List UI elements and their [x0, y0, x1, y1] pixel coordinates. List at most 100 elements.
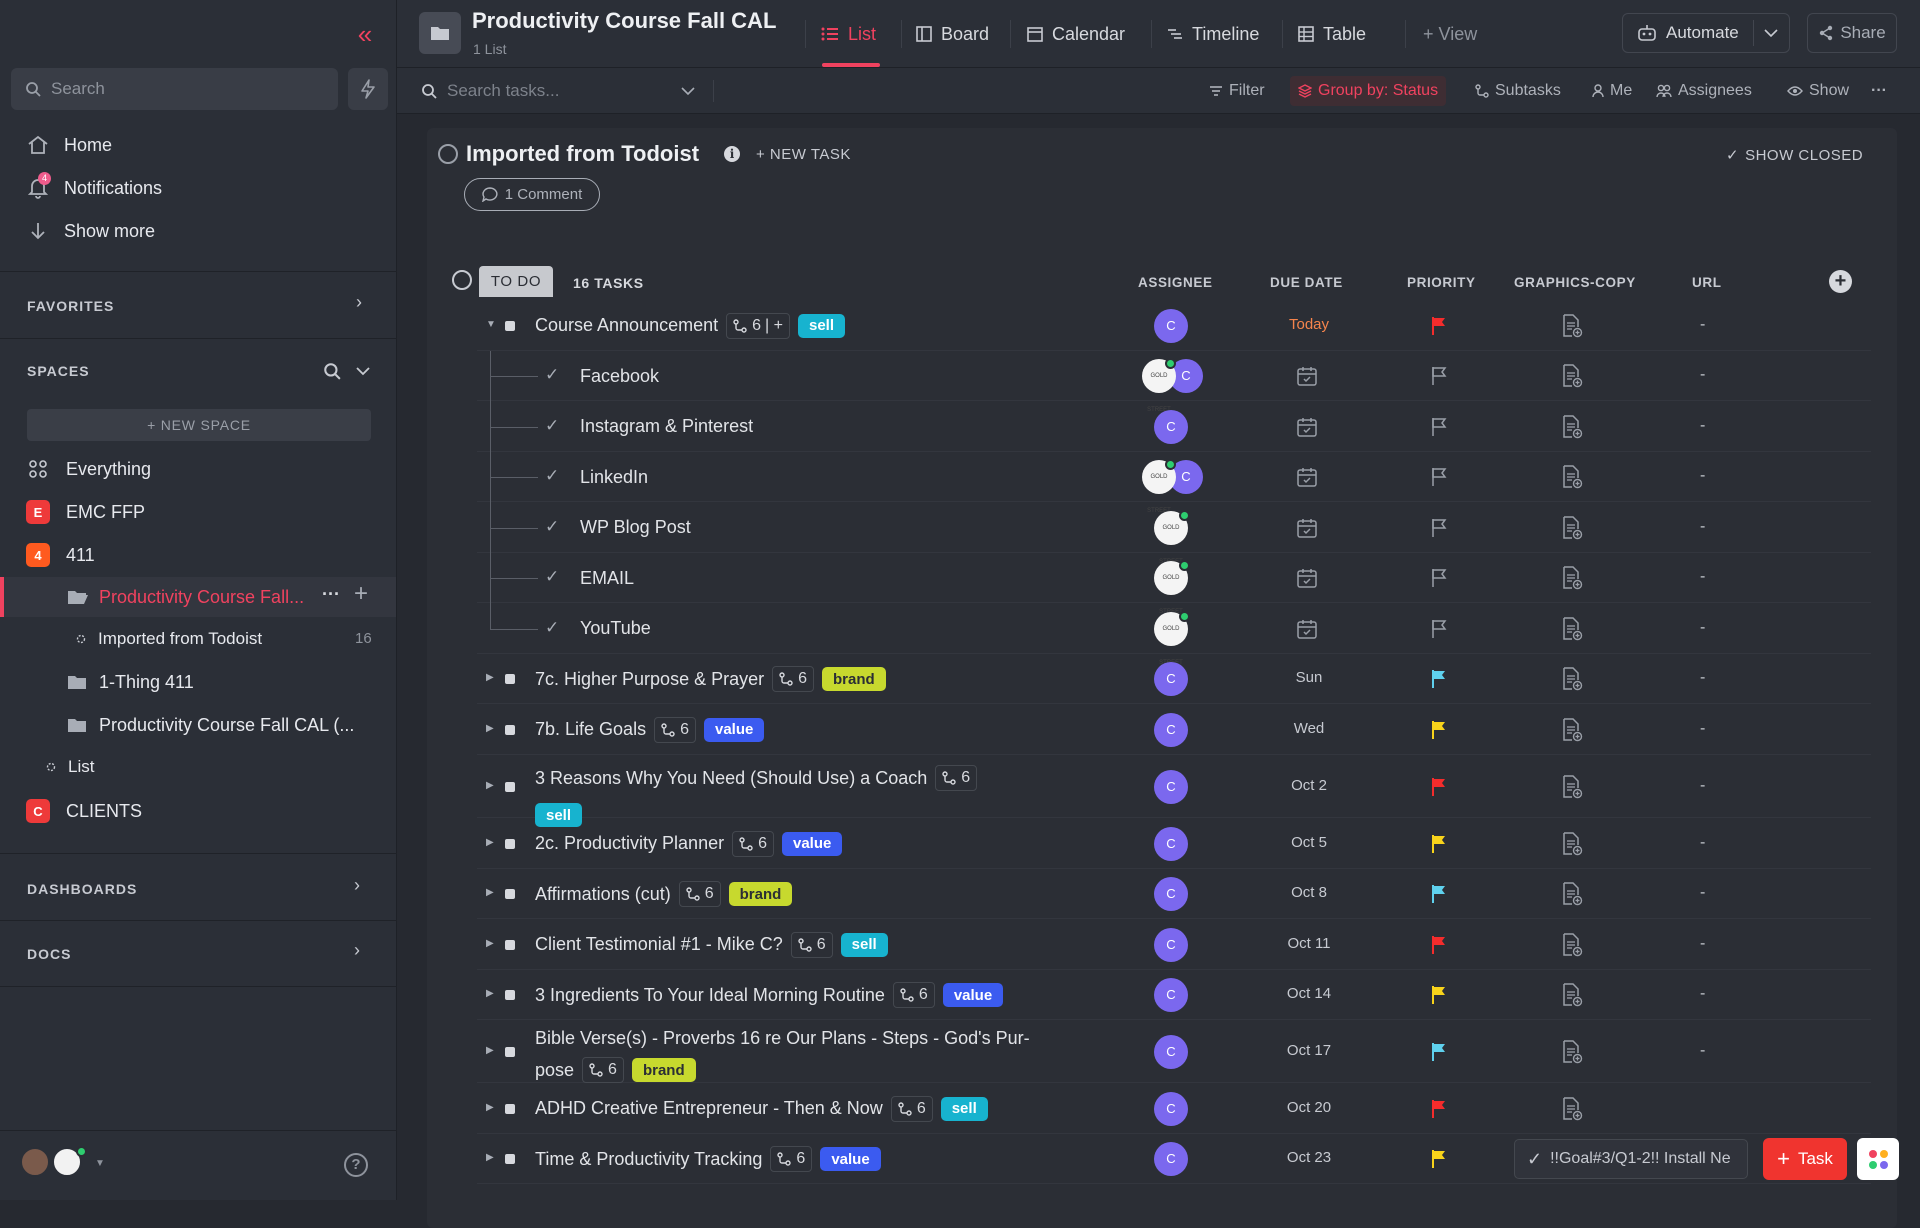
- url-value[interactable]: -: [1700, 776, 1706, 794]
- subtask-count[interactable]: 6: [790, 931, 833, 958]
- collapse-list-icon[interactable]: [438, 144, 458, 164]
- attach-document-icon[interactable]: [1561, 1096, 1583, 1126]
- task-name[interactable]: Instagram & Pinterest: [580, 413, 753, 441]
- caret-collapsed-icon[interactable]: ▶: [486, 988, 494, 999]
- caret-collapsed-icon[interactable]: ▶: [486, 1101, 494, 1113]
- more-options-icon[interactable]: ···: [322, 584, 340, 604]
- priority-flag-icon[interactable]: [1431, 1149, 1447, 1174]
- attach-document-icon[interactable]: [1561, 983, 1583, 1012]
- tag-sell[interactable]: sell: [940, 1096, 988, 1121]
- url-value[interactable]: -: [1700, 934, 1706, 952]
- add-column-button[interactable]: +: [1829, 270, 1852, 293]
- attach-document-icon[interactable]: [1561, 414, 1583, 444]
- url-value[interactable]: -: [1700, 833, 1706, 851]
- status-badge[interactable]: TO DO: [479, 266, 553, 297]
- priority-flag-icon[interactable]: [1431, 417, 1447, 442]
- assignee-avatar[interactable]: C: [1154, 712, 1188, 747]
- info-icon[interactable]: i: [724, 146, 740, 162]
- task-row[interactable]: ▶ Bible Verse(s) - Proverbs 16 re Our Pla…: [477, 1020, 1871, 1083]
- chevron-right-icon[interactable]: ›: [356, 292, 362, 312]
- attach-document-icon[interactable]: [1561, 831, 1583, 861]
- subtask-row[interactable]: ✓ LinkedIn C GOLD STREET -: [477, 452, 1871, 514]
- subtask-count[interactable]: 6: [582, 1057, 624, 1083]
- filter-button[interactable]: Filter: [1201, 76, 1273, 106]
- tag-brand[interactable]: brand: [631, 1058, 696, 1082]
- attach-document-icon[interactable]: [1561, 515, 1583, 545]
- assignee-avatar[interactable]: C: [1154, 826, 1188, 861]
- calendar-icon[interactable]: [1296, 416, 1318, 443]
- status-square-icon[interactable]: [505, 320, 515, 331]
- task-name[interactable]: 7c. Higher Purpose & Prayer 6 brand: [535, 665, 886, 693]
- new-task-button[interactable]: + NEW TASK: [756, 146, 851, 163]
- assignee-avatar[interactable]: C: [1154, 1142, 1188, 1176]
- folder-productivity-course-fall-cal[interactable]: Productivity Course Fall CAL (...: [67, 710, 354, 740]
- task-name[interactable]: 7b. Life Goals 6 value: [535, 716, 765, 744]
- chevron-down-icon[interactable]: [681, 86, 696, 96]
- search-spaces-icon[interactable]: [323, 362, 341, 380]
- task-name[interactable]: 2c. Productivity Planner 6 value: [535, 830, 843, 858]
- nav-show-more[interactable]: Show more: [26, 216, 155, 246]
- favorites-header[interactable]: FAVORITES: [27, 298, 115, 314]
- priority-flag-icon[interactable]: [1431, 1099, 1447, 1124]
- caret-collapsed-icon[interactable]: ▶: [486, 672, 494, 683]
- check-icon[interactable]: ✓: [545, 516, 560, 536]
- attach-document-icon[interactable]: [1561, 882, 1583, 911]
- due-date[interactable]: Oct 5: [1291, 833, 1327, 851]
- url-value[interactable]: -: [1700, 669, 1706, 686]
- attach-document-icon[interactable]: [1561, 616, 1583, 646]
- attach-document-icon[interactable]: [1561, 717, 1583, 747]
- priority-flag-icon[interactable]: [1431, 935, 1447, 960]
- attach-document-icon[interactable]: [1561, 364, 1583, 393]
- calendar-icon[interactable]: [1296, 618, 1318, 645]
- due-date[interactable]: Oct 20: [1286, 1098, 1332, 1116]
- due-date[interactable]: Sun: [1295, 669, 1323, 686]
- tag-sell[interactable]: sell: [797, 313, 846, 338]
- status-square-icon[interactable]: [505, 674, 515, 684]
- column-header-due-date[interactable]: DUE DATE: [1270, 275, 1343, 290]
- assignee-avatar[interactable]: GOLD STREET: [1142, 359, 1176, 413]
- priority-flag-icon[interactable]: [1431, 619, 1447, 644]
- task-name[interactable]: 3 Reasons Why You Need (Should Use) a Co…: [535, 765, 1095, 827]
- group-by-button[interactable]: Group by: Status: [1290, 76, 1447, 106]
- task-row[interactable]: ▶ Time & Productivity Tracking 6 value C Oct …: [477, 1134, 1871, 1184]
- caret-expanded-icon[interactable]: ▼: [486, 318, 496, 330]
- assignees-button[interactable]: Assignees: [1648, 76, 1760, 106]
- url-value[interactable]: -: [1700, 884, 1706, 901]
- assignee-avatar[interactable]: C: [1154, 769, 1188, 804]
- attach-document-icon[interactable]: [1561, 313, 1583, 343]
- show-closed-button[interactable]: ✓ SHOW CLOSED: [1726, 146, 1863, 164]
- tab-calendar[interactable]: Calendar: [1027, 0, 1125, 68]
- subtask-count[interactable]: 6 | +: [726, 312, 790, 339]
- assignee-avatar[interactable]: C: [1154, 662, 1188, 696]
- chevron-right-icon[interactable]: ›: [354, 940, 360, 960]
- assignee-avatar[interactable]: C: [1154, 1034, 1188, 1069]
- task-name[interactable]: LinkedIn: [580, 463, 648, 491]
- column-header-url[interactable]: URL: [1692, 275, 1722, 290]
- priority-flag-icon[interactable]: [1431, 316, 1447, 341]
- assignee-avatar[interactable]: C: [1154, 409, 1188, 444]
- task-row[interactable]: ▶ 7b. Life Goals 6 value C Wed -: [477, 704, 1871, 755]
- caret-collapsed-icon[interactable]: ▶: [486, 1152, 494, 1163]
- subtask-count[interactable]: 6: [892, 982, 935, 1008]
- quick-actions-button[interactable]: [348, 68, 388, 110]
- task-name[interactable]: Course Announcement 6 | + sell: [535, 312, 846, 340]
- automate-button[interactable]: Automate: [1622, 13, 1790, 53]
- check-icon[interactable]: ✓: [545, 415, 560, 435]
- url-value[interactable]: -: [1700, 1041, 1706, 1059]
- url-value[interactable]: -: [1700, 719, 1706, 737]
- status-square-icon[interactable]: [505, 838, 515, 849]
- task-name[interactable]: YouTube: [580, 615, 651, 643]
- tag-value[interactable]: value: [782, 831, 843, 856]
- collapse-sidebar-icon[interactable]: «: [357, 19, 373, 49]
- priority-flag-icon[interactable]: [1431, 985, 1447, 1010]
- help-icon[interactable]: ?: [344, 1153, 368, 1177]
- url-value[interactable]: -: [1700, 467, 1706, 484]
- task-row[interactable]: ▼ Course Announcement 6 | + sell C Today -: [477, 300, 1871, 351]
- task-name[interactable]: Client Testimonial #1 - Mike C? 6 sell: [535, 931, 888, 959]
- subtask-count[interactable]: 6: [654, 716, 696, 743]
- assignee-avatar[interactable]: C: [1154, 308, 1188, 343]
- due-date[interactable]: Oct 11: [1287, 934, 1331, 952]
- url-value[interactable]: -: [1700, 517, 1706, 535]
- attach-document-icon[interactable]: [1561, 1039, 1583, 1069]
